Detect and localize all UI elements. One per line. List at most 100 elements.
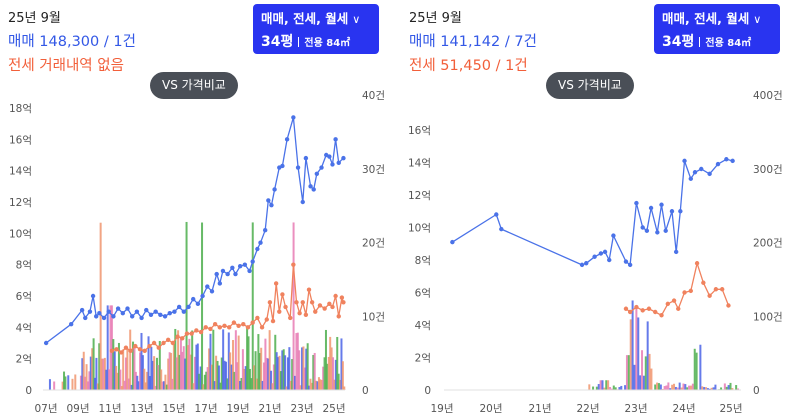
volume-bar <box>298 350 301 390</box>
volume-bar <box>285 386 288 390</box>
price-compare-button[interactable]: VS 가격비교 <box>546 72 634 99</box>
volume-bar <box>729 382 732 390</box>
volume-bar <box>82 351 85 390</box>
volume-bar <box>592 386 595 390</box>
volume-bar <box>91 348 94 390</box>
rent-price-point <box>180 336 185 341</box>
sale-price-point <box>120 311 126 316</box>
y-left-tick-label: 12억 <box>9 197 32 209</box>
volume-bar <box>255 378 258 390</box>
volume-bar <box>188 338 191 390</box>
volume-bar <box>275 352 278 390</box>
volume-bar <box>110 305 113 390</box>
sale-price-point <box>125 306 130 311</box>
rent-price-point <box>227 325 232 330</box>
rent-price-point <box>330 304 335 310</box>
volume-bar <box>648 353 651 390</box>
deal-type-filter-button[interactable]: 매매, 전세, 월세 ∨ 34평 전용 84㎡ <box>253 4 379 54</box>
sale-price-point <box>598 251 604 256</box>
y-right-tick-label: 300건 <box>753 164 783 176</box>
volume-bar <box>607 380 610 390</box>
sale-price-point <box>242 262 248 267</box>
volume-bar <box>230 364 233 390</box>
sale-price-point <box>627 262 633 268</box>
chevron-down-icon: ∨ <box>753 13 762 26</box>
x-tick-label: 19년 <box>226 403 249 415</box>
volume-bar <box>132 341 135 390</box>
volume-bar <box>108 369 111 390</box>
sale-price-point <box>181 309 187 314</box>
volume-bar <box>661 388 664 390</box>
y-right-tick-label: 20건 <box>362 238 385 250</box>
rent-price-point <box>288 315 293 321</box>
volume-bar <box>126 349 129 390</box>
volume-bar <box>639 375 642 390</box>
volume-bar <box>326 363 329 390</box>
chevron-down-icon: ∨ <box>352 13 361 26</box>
volume-bar <box>327 356 330 390</box>
sale-price-point <box>266 198 271 203</box>
volume-bar <box>123 380 126 390</box>
volume-bar <box>105 369 108 390</box>
volume-bar <box>278 355 281 390</box>
x-tick-label: 25년 <box>719 403 742 415</box>
volume-bar <box>286 357 289 390</box>
y-left-tick-label: 4억 <box>16 322 32 334</box>
sale-price-point <box>237 264 243 269</box>
sale-price-point <box>129 314 135 319</box>
volume-bar <box>219 382 222 390</box>
sale-price-point <box>333 137 338 142</box>
rent-price-point <box>231 320 237 325</box>
rent-price-point <box>634 304 639 310</box>
volume-bar <box>134 371 137 390</box>
volume-bar <box>277 357 280 390</box>
volume-bar <box>340 338 343 390</box>
volume-bar <box>699 344 702 390</box>
volume-bar <box>339 379 342 390</box>
rent-price-point <box>719 287 725 292</box>
rent-price-point <box>688 288 694 294</box>
sale-price-point <box>450 239 455 245</box>
rent-price-point <box>341 300 346 305</box>
volume-bar <box>625 355 628 390</box>
sale-price-point <box>592 254 597 259</box>
price-compare-button[interactable]: VS 가격비교 <box>150 72 238 99</box>
rent-summary: 전세 51,450 / 1건 <box>409 58 528 74</box>
volume-bar <box>644 356 647 390</box>
volume-bar <box>284 355 287 390</box>
volume-bar <box>92 338 95 390</box>
volume-bar <box>154 385 157 390</box>
volume-bar <box>99 222 102 390</box>
volume-bar <box>646 321 649 390</box>
volume-bar <box>633 364 636 390</box>
rent-price-point <box>313 309 318 314</box>
volume-bar <box>654 384 657 390</box>
y-left-tick-label: 14억 <box>9 166 32 178</box>
volume-bar <box>79 375 82 390</box>
volume-bar <box>627 355 630 390</box>
volume-bar <box>270 370 273 390</box>
volume-bar <box>324 329 327 390</box>
volume-bar <box>264 338 267 390</box>
volume-bar <box>185 221 188 390</box>
volume-bar <box>714 384 717 390</box>
volume-bar <box>212 329 215 390</box>
deal-type-filter-button[interactable]: 매매, 전세, 월세 ∨ 34평 전용 84㎡ <box>654 4 780 54</box>
volume-bar <box>657 383 660 390</box>
rent-price-point <box>300 300 305 305</box>
volume-bar <box>309 378 312 390</box>
volume-bar <box>182 346 185 390</box>
volume-bar <box>731 388 734 390</box>
volume-bar <box>656 382 659 390</box>
volume-bar <box>614 387 617 390</box>
area-label: 전용 84㎡ <box>705 38 752 49</box>
volume-bar <box>168 352 171 390</box>
volume-bar <box>669 388 672 390</box>
volume-bar <box>703 387 706 390</box>
volume-bar <box>177 330 180 390</box>
sale-price-point <box>79 307 85 313</box>
volume-bar <box>133 344 136 390</box>
y-right-tick-label: 0 <box>753 385 760 397</box>
volume-bar <box>165 384 168 390</box>
volume-bar <box>706 388 709 390</box>
